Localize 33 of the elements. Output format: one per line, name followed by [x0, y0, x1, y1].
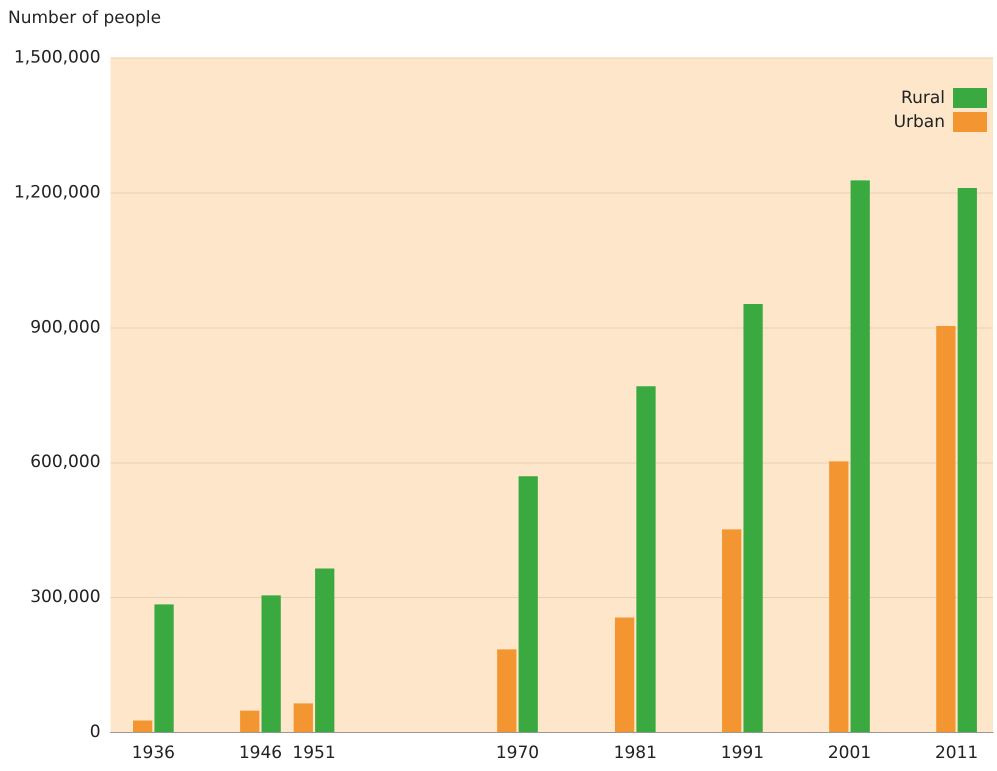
- bar: [154, 604, 174, 732]
- x-tick-label: 1951: [292, 743, 336, 764]
- y-tick-label: 1,200,000: [14, 182, 101, 202]
- y-tick-label: 300,000: [30, 587, 101, 608]
- legend-label: Rural: [901, 88, 945, 108]
- x-tick-label: 2011: [934, 743, 978, 764]
- bar: [743, 304, 763, 732]
- y-axis-title: Number of people: [8, 8, 162, 28]
- bar: [829, 461, 848, 732]
- x-tick-label: 1981: [614, 743, 657, 764]
- bar: [133, 720, 152, 732]
- bar: [240, 710, 260, 732]
- bar: [518, 476, 538, 732]
- bar: [294, 703, 313, 732]
- y-tick-label: 1,500,000: [14, 47, 101, 68]
- bar: [850, 180, 870, 732]
- bar: [262, 595, 281, 732]
- bar: [958, 188, 977, 732]
- y-tick-label: 900,000: [30, 317, 101, 338]
- x-tick-label: 1991: [720, 743, 764, 764]
- x-tick-label: 1970: [496, 743, 540, 764]
- bar: [497, 649, 516, 732]
- x-tick-label: 1936: [132, 743, 175, 764]
- y-tick-label: 0: [90, 722, 101, 742]
- legend-label: Urban: [894, 112, 945, 132]
- bar: [936, 326, 956, 732]
- x-tick-label: 2001: [828, 743, 872, 764]
- bar: [722, 529, 742, 732]
- bar: [636, 386, 656, 732]
- bar: [614, 617, 634, 732]
- x-tick-label: 1946: [238, 743, 282, 764]
- bar: [315, 568, 334, 732]
- y-tick-label: 600,000: [30, 452, 101, 472]
